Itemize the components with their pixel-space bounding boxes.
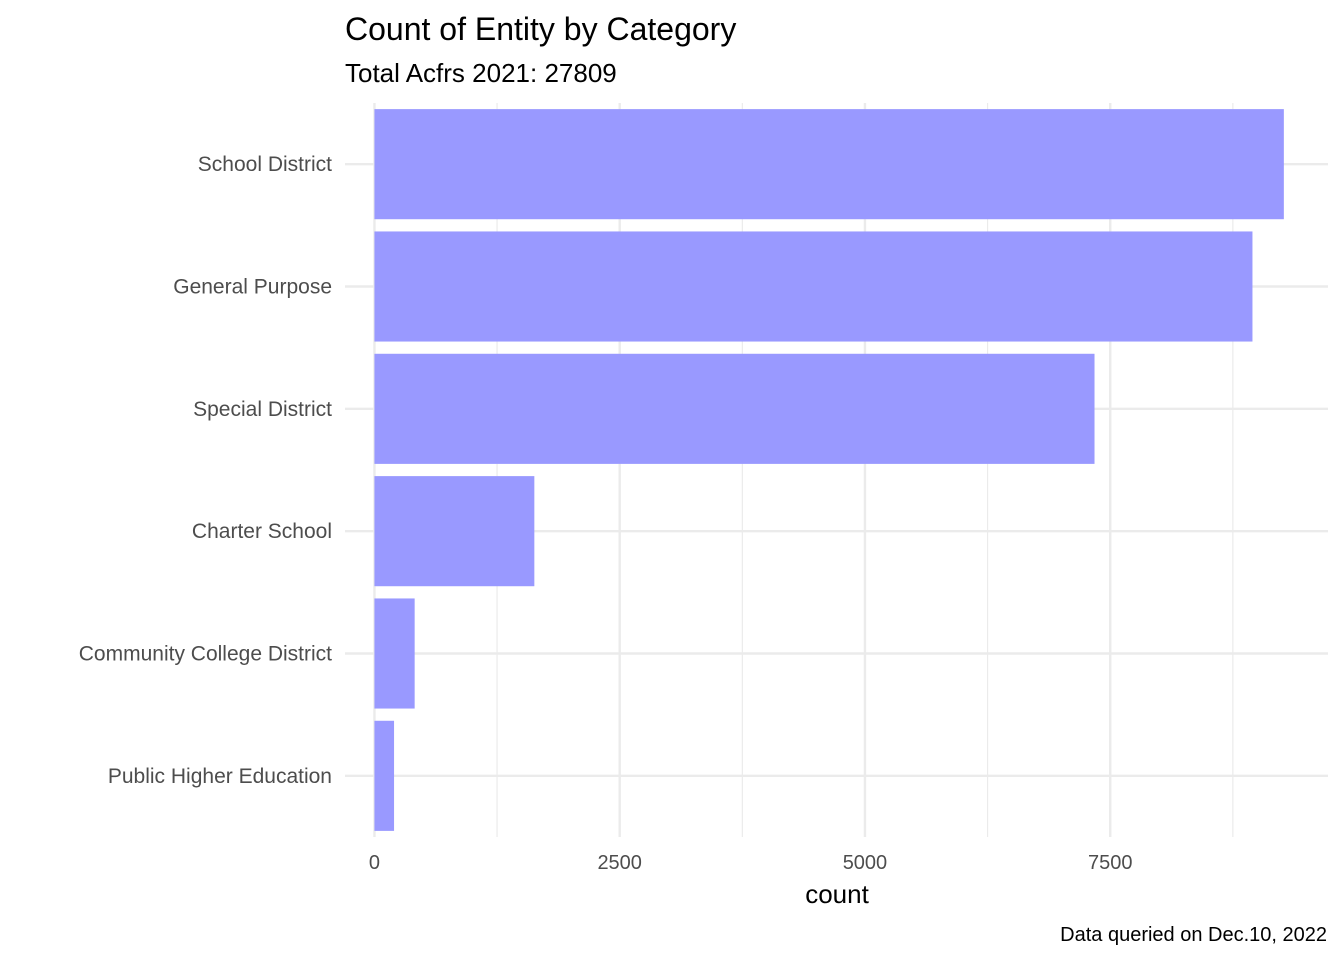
- x-axis-label: count: [805, 879, 869, 909]
- category-label: Community College District: [79, 643, 332, 666]
- bar: [374, 598, 415, 709]
- chart-caption: Data queried on Dec.10, 2022: [1060, 924, 1327, 946]
- x-tick-label: 5000: [843, 852, 888, 874]
- bar: [374, 109, 1284, 220]
- bar: [374, 231, 1253, 342]
- chart-subtitle: Total Acfrs 2021: 27809: [345, 58, 617, 88]
- bar: [374, 720, 395, 831]
- x-tick-label: 7500: [1088, 852, 1133, 874]
- x-tick-label: 0: [369, 852, 380, 874]
- chart-title: Count of Entity by Category: [345, 11, 736, 47]
- bars: [374, 109, 1284, 831]
- category-label: Public Higher Education: [108, 765, 332, 788]
- category-labels: School District General Purpose Special Di…: [79, 153, 332, 788]
- category-label: Special District: [193, 398, 332, 421]
- bar: [374, 476, 535, 587]
- category-label: School District: [198, 153, 332, 176]
- x-tick-label: 2500: [597, 852, 642, 874]
- x-tick-labels: 0 2500 5000 7500: [369, 852, 1133, 874]
- bar: [374, 353, 1095, 464]
- category-label: General Purpose: [173, 276, 332, 299]
- category-label: Charter School: [192, 520, 332, 543]
